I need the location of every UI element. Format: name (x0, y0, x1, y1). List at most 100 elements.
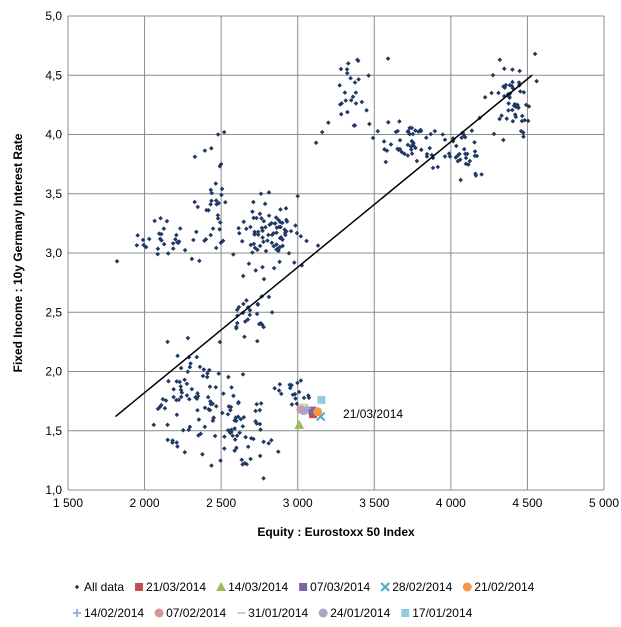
data-point (213, 384, 219, 390)
data-point (254, 215, 259, 221)
data-point (158, 215, 163, 221)
data-point (225, 427, 231, 433)
data-point (221, 391, 226, 396)
data-point (418, 128, 424, 134)
data-point (469, 128, 475, 133)
x-tick-label: 3 500 (359, 496, 389, 510)
data-point (414, 158, 420, 164)
data-point (408, 147, 414, 152)
data-point (266, 190, 272, 195)
data-point (174, 412, 180, 418)
data-point (195, 391, 200, 396)
data-point (342, 90, 348, 95)
legend-label: 21/02/2014 (474, 580, 534, 594)
legend-label: 07/03/2014 (310, 580, 370, 594)
data-point (440, 132, 445, 137)
data-point (472, 149, 478, 154)
data-point (170, 241, 176, 246)
data-point (187, 424, 193, 430)
data-point (215, 216, 221, 221)
trendline (114, 74, 533, 418)
data-point (409, 151, 415, 156)
data-point (299, 263, 305, 268)
data-point (295, 193, 301, 199)
legend-label: 17/01/2014 (412, 606, 472, 620)
data-point (306, 395, 312, 401)
legend-label: 28/02/2014 (392, 580, 452, 594)
data-point (338, 111, 344, 117)
legend-item: 17/01/2014 (401, 606, 473, 620)
data-point (266, 441, 272, 446)
data-point (266, 294, 272, 300)
data-point (496, 90, 501, 96)
y-tick-label: 4,0 (45, 128, 62, 142)
data-point (194, 354, 200, 360)
data-point (233, 418, 239, 424)
data-point (280, 237, 285, 242)
data-point (517, 68, 522, 74)
legend-marker (318, 608, 328, 618)
data-point (442, 154, 448, 159)
data-point (274, 225, 280, 230)
data-point (507, 95, 512, 101)
data-point (424, 154, 430, 159)
data-point (284, 217, 289, 223)
data-point (269, 437, 274, 443)
y-tick-label: 3,5 (45, 187, 62, 201)
data-point (214, 202, 219, 207)
data-point (197, 364, 203, 370)
data-point (355, 57, 360, 63)
legend-item: 14/03/2014 (216, 580, 288, 594)
trendline-segment (114, 74, 533, 418)
data-point (463, 161, 469, 167)
data-point (161, 226, 167, 231)
data-point (193, 394, 198, 400)
data-point (472, 153, 478, 159)
data-point (165, 422, 170, 428)
data-point (175, 353, 180, 359)
data-point (435, 164, 441, 170)
data-point (463, 155, 469, 161)
data-point (277, 244, 283, 250)
data-point (251, 199, 256, 205)
data-point (240, 462, 245, 467)
data-point (232, 426, 237, 431)
data-point (442, 137, 448, 143)
data-point (282, 230, 288, 235)
data-point (253, 408, 258, 414)
data-point (277, 381, 283, 387)
data-point (201, 367, 207, 372)
data-point (258, 401, 264, 406)
data-point (209, 190, 214, 196)
data-point (413, 145, 418, 151)
data-point (509, 107, 515, 113)
data-point (223, 199, 228, 205)
data-point (184, 393, 190, 398)
data-point (509, 83, 515, 89)
data-point (218, 240, 224, 246)
legend-marker (74, 584, 80, 590)
data-point (176, 397, 181, 403)
data-point (501, 137, 506, 143)
data-point (287, 385, 293, 391)
data-point (274, 230, 279, 236)
data-point (253, 268, 259, 273)
legend: All data 21/03/2014 14/03/2014 07/03/2014 28… (73, 580, 535, 620)
data-point (261, 218, 267, 224)
data-point (231, 252, 236, 257)
data-point (397, 146, 403, 152)
data-point (273, 215, 279, 220)
data-point (482, 94, 488, 100)
data-point (165, 437, 171, 443)
data-point (512, 101, 518, 107)
data-point (247, 307, 253, 313)
data-point (210, 401, 216, 407)
data-point (298, 233, 304, 239)
data-point (366, 73, 371, 78)
legend-marker (135, 583, 144, 591)
data-point (479, 172, 484, 177)
x-tick-label: 1 500 (53, 496, 83, 510)
data-point (234, 320, 240, 326)
data-point (218, 161, 224, 167)
data-point (155, 251, 160, 257)
